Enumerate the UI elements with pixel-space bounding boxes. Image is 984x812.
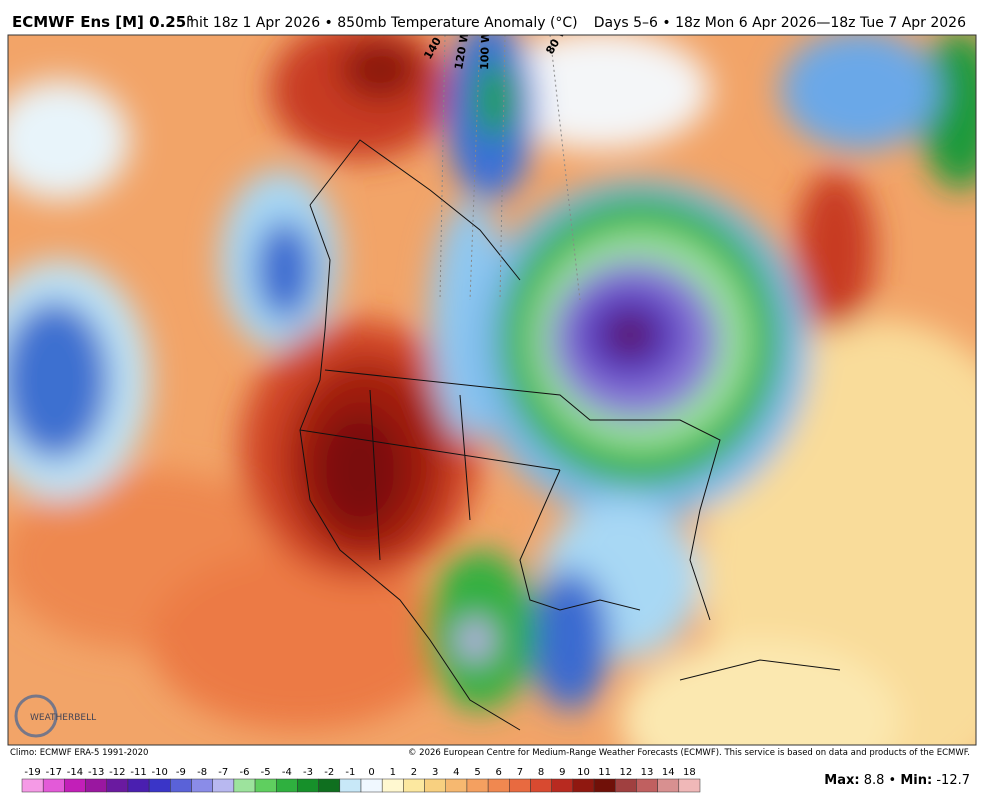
colorbar-label: 6	[496, 767, 502, 778]
min-label: Min:	[900, 773, 932, 788]
colorbar-label: -7	[218, 767, 228, 778]
colorbar-swatch	[360, 778, 383, 793]
colorbar-label: -13	[88, 767, 104, 778]
anomaly-field	[8, 35, 976, 745]
colorbar-swatch	[403, 778, 425, 793]
colorbar-swatch	[212, 778, 235, 793]
colorbar-swatch	[106, 778, 129, 793]
colorbar-swatch	[509, 778, 531, 793]
colorbar-label: -9	[176, 767, 186, 778]
title: ECMWF Ens [M] 0.25°	[12, 13, 194, 31]
colorbar-label: 8	[538, 767, 544, 778]
colorbar-label: -4	[282, 767, 292, 778]
borders	[299, 139, 841, 731]
separator: •	[889, 773, 897, 788]
colorbar-swatch	[381, 778, 404, 793]
colorbar-label: -2	[324, 767, 334, 778]
colorbar-label: -5	[261, 767, 271, 778]
colorbar-swatch	[678, 778, 701, 793]
colorbar-swatch	[636, 778, 658, 793]
colorbar-label: -12	[109, 767, 125, 778]
colorbar-label: 0	[368, 767, 374, 778]
lon-label: 100 W	[478, 31, 492, 70]
colorbar-swatch	[170, 778, 192, 793]
min-value: -12.7	[936, 773, 970, 788]
colorbar-swatch	[233, 778, 256, 793]
colorbar-swatch	[297, 778, 319, 793]
colorbar-swatch	[191, 778, 213, 793]
colorbar-label: -1	[345, 767, 355, 778]
colorbar-label: -6	[239, 767, 249, 778]
colorbar-label: -17	[46, 767, 62, 778]
map: 140 W 120 W 100 W 80 W WEATHERBELL	[8, 31, 976, 745]
colorbar-label: 1	[390, 767, 396, 778]
colorbar-swatch	[551, 778, 574, 793]
colorbar-label: 18	[683, 767, 696, 778]
colorbar-label: 5	[474, 767, 480, 778]
colorbar-label: 11	[598, 767, 611, 778]
colorbar-label: 3	[432, 767, 438, 778]
colorbar-swatch	[615, 778, 637, 793]
colorbar-swatch	[424, 778, 446, 793]
copyright: © 2026 European Centre for Medium-Range …	[408, 748, 970, 758]
logo	[14, 694, 58, 738]
colorbar-label: -3	[303, 767, 313, 778]
colorbar-swatch	[148, 778, 171, 793]
colorbar-swatch	[127, 778, 150, 793]
colorbar-label: 4	[453, 767, 459, 778]
colorbar-label: 7	[517, 767, 523, 778]
colorbar-swatch	[339, 778, 362, 793]
colorbar-label: -11	[130, 767, 146, 778]
colorbar-swatch	[42, 778, 65, 793]
colorbar-swatch	[530, 778, 552, 793]
colorbar-swatch	[445, 778, 468, 793]
colorbar-swatch	[572, 778, 595, 793]
climo: Climo: ECMWF ERA-5 1991-2020	[10, 748, 148, 758]
valid-time: Days 5–6 • 18z Mon 6 Apr 2026—18z Tue 7 …	[594, 15, 966, 31]
colorbar-label: -19	[24, 767, 40, 778]
map-frame	[7, 34, 977, 746]
colorbar-label: -10	[152, 767, 168, 778]
colorbar-label: 12	[619, 767, 632, 778]
colorbar-label: 13	[641, 767, 654, 778]
max-label: Max:	[824, 773, 859, 788]
watermark: WEATHERBELL	[30, 713, 96, 723]
colorbar-swatch	[254, 778, 277, 793]
colorbar-swatch	[318, 778, 341, 793]
colorbar-label: -8	[197, 767, 207, 778]
colorbar-label: 14	[662, 767, 675, 778]
colorbar-label: 10	[577, 767, 590, 778]
colorbar-swatch	[85, 778, 107, 793]
colorbar-swatch	[64, 778, 86, 793]
colorbar-swatch	[593, 778, 616, 793]
colorbar-swatch	[276, 778, 298, 793]
colorbar: -19 -17 -14 -13 -12 -11 -10 -9 -8 -7 -6 -5 -4 -3 -2 -1 0…	[21, 767, 701, 793]
max-value: 8.8	[864, 773, 885, 788]
colorbar-swatch	[21, 778, 44, 793]
colorbar-label: 2	[411, 767, 417, 778]
colorbar-swatch	[487, 778, 510, 793]
title-rest: Init 18z 1 Apr 2026 • 850mb Temperature …	[186, 15, 578, 31]
colorbar-swatch	[466, 778, 489, 793]
colorbar-swatch	[657, 778, 680, 793]
colorbar-label: -14	[67, 767, 83, 778]
colorbar-label: 9	[559, 767, 565, 778]
stats: Max: 8.8 • Min: -12.7	[824, 773, 970, 788]
